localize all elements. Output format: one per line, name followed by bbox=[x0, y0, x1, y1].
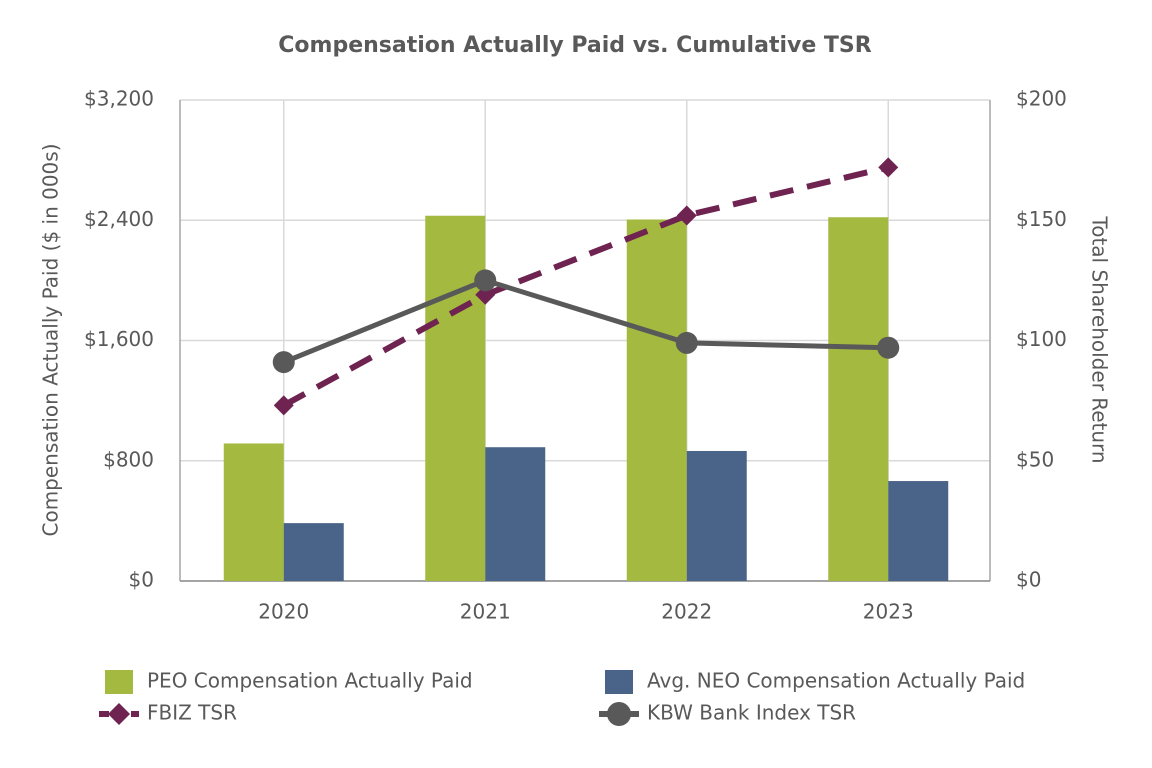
bar bbox=[828, 217, 889, 581]
bar bbox=[626, 219, 687, 581]
y2-tick-label: $150 bbox=[1016, 207, 1067, 231]
marker bbox=[877, 336, 900, 359]
marker bbox=[273, 395, 294, 416]
legend-label: FBIZ TSR bbox=[147, 701, 237, 725]
y2-tick-label: $50 bbox=[1016, 447, 1054, 471]
x-tick-label: 2020 bbox=[258, 600, 309, 624]
bar bbox=[686, 450, 747, 581]
bar bbox=[425, 215, 486, 581]
line bbox=[282, 277, 889, 365]
y-tick-label: $1,600 bbox=[84, 327, 154, 351]
legend-swatch bbox=[605, 670, 633, 694]
y-tick-label: $2,400 bbox=[84, 207, 154, 231]
legend-marker bbox=[607, 702, 631, 726]
marker bbox=[676, 205, 697, 226]
y-tick-label: $800 bbox=[103, 447, 154, 471]
x-tick-label: 2021 bbox=[460, 600, 511, 624]
marker bbox=[675, 331, 698, 354]
y2-tick-label: $0 bbox=[1016, 568, 1041, 592]
legend-label: KBW Bank Index TSR bbox=[647, 701, 856, 725]
bar bbox=[283, 523, 344, 581]
legend-marker bbox=[108, 703, 130, 725]
y-tick-label: $0 bbox=[129, 568, 154, 592]
bar bbox=[485, 447, 546, 581]
y2-axis-label: Total Shareholder Return bbox=[1088, 215, 1112, 463]
y2-tick-label: $100 bbox=[1016, 327, 1067, 351]
y-axis-label: Compensation Actually Paid ($ in 000s) bbox=[39, 143, 63, 536]
x-tick-label: 2022 bbox=[661, 600, 712, 624]
legend-label: PEO Compensation Actually Paid bbox=[147, 669, 473, 693]
marker bbox=[474, 269, 497, 292]
line bbox=[282, 164, 889, 409]
bar bbox=[888, 481, 949, 581]
chart-title: Compensation Actually Paid vs. Cumulativ… bbox=[278, 33, 872, 58]
legend-label: Avg. NEO Compensation Actually Paid bbox=[647, 669, 1025, 693]
legend-swatch bbox=[105, 670, 133, 694]
marker bbox=[272, 351, 295, 374]
marker bbox=[878, 157, 899, 178]
bar bbox=[223, 443, 284, 581]
y2-tick-label: $200 bbox=[1016, 87, 1067, 111]
x-tick-label: 2023 bbox=[863, 600, 914, 624]
y-tick-label: $3,200 bbox=[84, 87, 154, 111]
